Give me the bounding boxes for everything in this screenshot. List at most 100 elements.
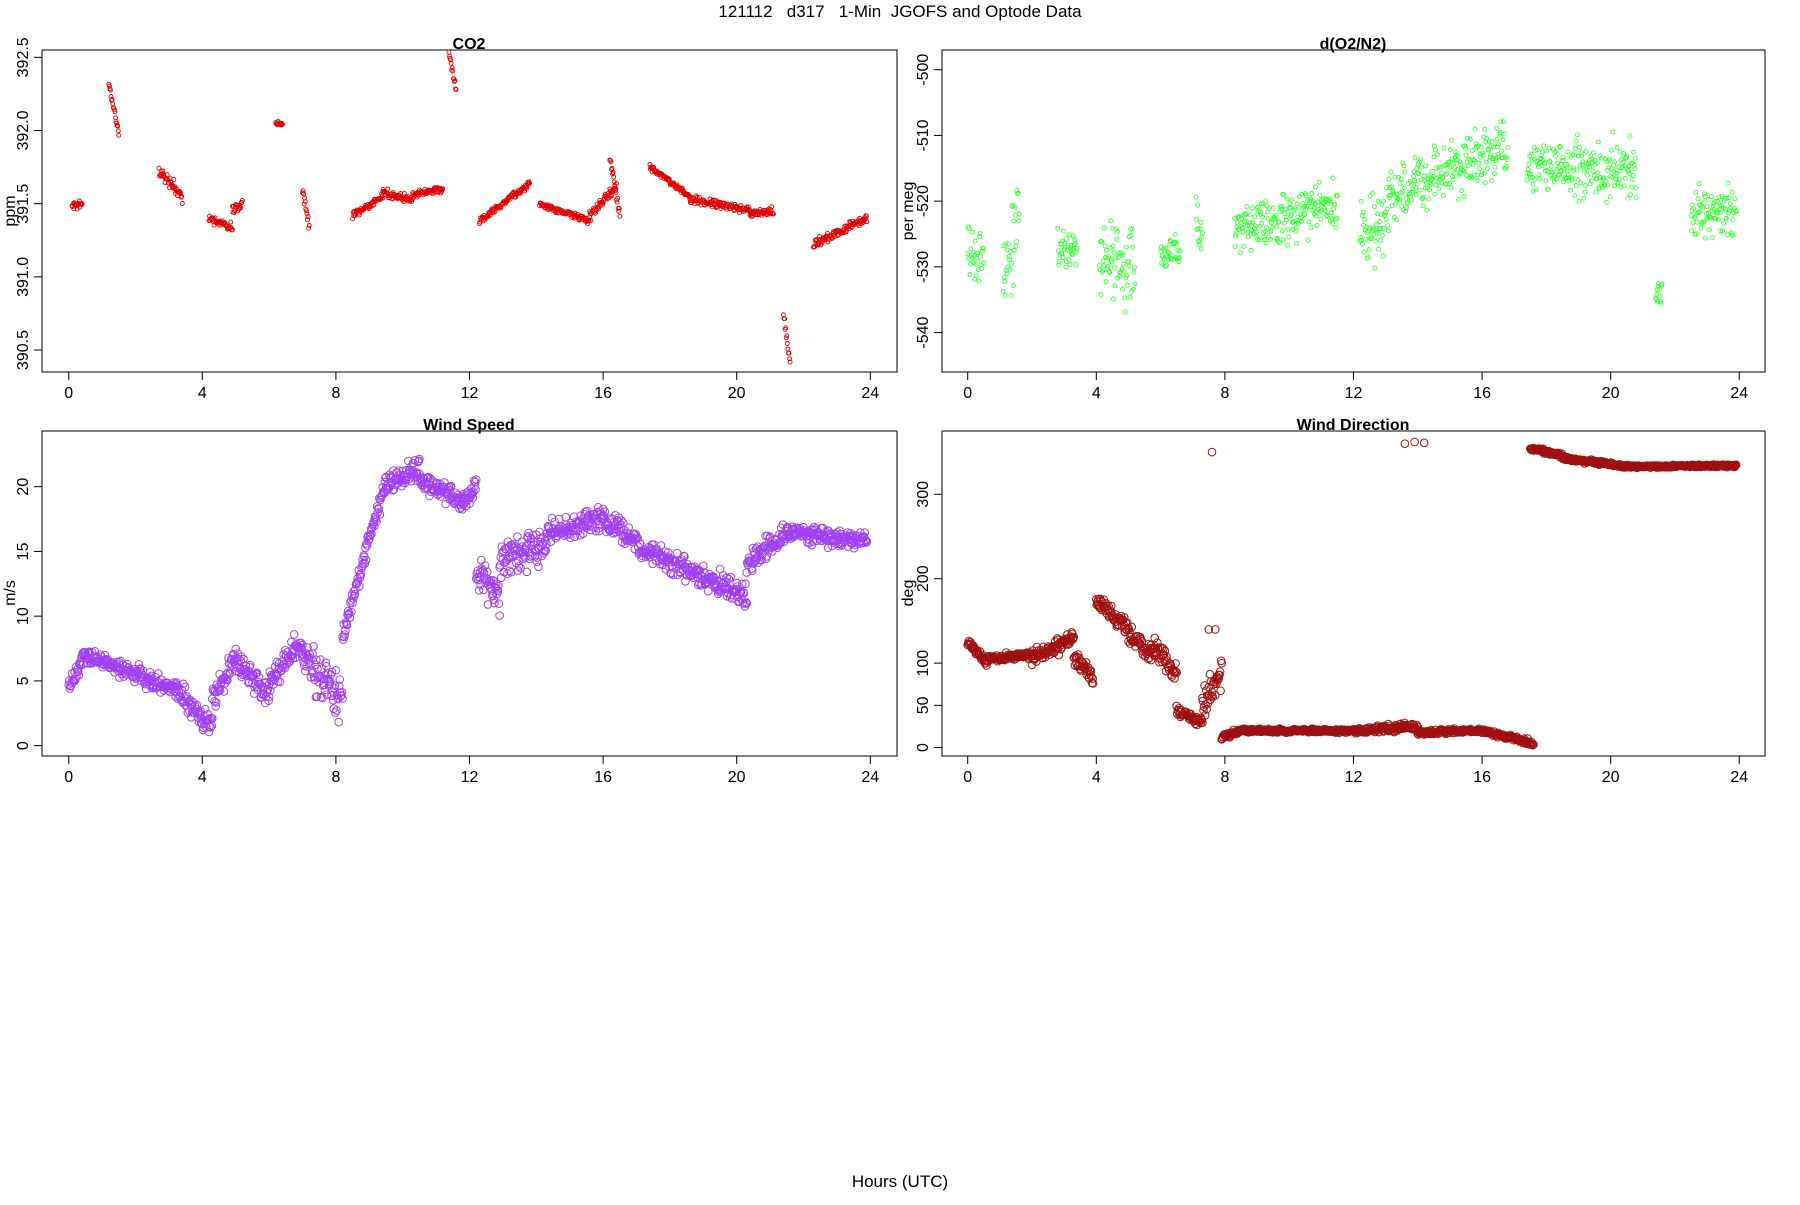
data-point bbox=[301, 201, 307, 207]
data-point bbox=[1378, 212, 1384, 218]
data-point bbox=[160, 168, 166, 174]
data-point bbox=[229, 227, 235, 233]
data-point bbox=[1572, 193, 1578, 199]
panel-o2n2-title: d(O2/N2) bbox=[1320, 36, 1387, 53]
data-point bbox=[1313, 213, 1319, 219]
data-point bbox=[1416, 171, 1422, 177]
data-point bbox=[1710, 203, 1716, 209]
data-point bbox=[1480, 152, 1486, 158]
data-point bbox=[1287, 205, 1293, 211]
data-point bbox=[468, 493, 478, 503]
data-point bbox=[1725, 180, 1731, 186]
data-point bbox=[608, 159, 614, 165]
data-point bbox=[1576, 153, 1581, 159]
data-point bbox=[1386, 195, 1392, 201]
data-point bbox=[1500, 137, 1506, 143]
data-point bbox=[1582, 189, 1588, 195]
data-point bbox=[1531, 188, 1536, 194]
data-point bbox=[1422, 185, 1428, 191]
data-point bbox=[1431, 154, 1437, 160]
x-tick-label: 12 bbox=[461, 769, 479, 786]
data-point bbox=[513, 194, 519, 200]
data-point bbox=[1236, 214, 1242, 220]
data-point bbox=[480, 561, 490, 570]
data-point bbox=[554, 514, 564, 524]
data-point bbox=[1324, 214, 1330, 220]
data-point bbox=[774, 540, 784, 549]
data-point bbox=[1435, 152, 1441, 158]
data-point bbox=[1166, 250, 1172, 256]
data-point bbox=[1401, 163, 1407, 169]
data-point bbox=[1501, 119, 1506, 125]
data-point bbox=[1305, 237, 1311, 243]
data-point bbox=[1461, 168, 1467, 174]
data-point bbox=[1400, 160, 1406, 166]
data-point bbox=[1720, 228, 1726, 234]
data-point bbox=[975, 250, 981, 256]
data-point bbox=[726, 572, 735, 582]
data-point bbox=[1436, 186, 1442, 192]
data-point bbox=[610, 169, 616, 175]
data-point bbox=[448, 57, 454, 63]
data-point bbox=[1498, 119, 1504, 125]
data-point bbox=[1572, 146, 1578, 151]
data-point bbox=[490, 598, 499, 608]
data-point bbox=[113, 115, 118, 121]
data-point bbox=[1633, 194, 1639, 200]
data-point bbox=[1703, 235, 1708, 241]
data-point bbox=[335, 675, 345, 684]
data-point bbox=[968, 246, 974, 252]
data-point bbox=[1295, 214, 1301, 220]
data-point bbox=[499, 546, 508, 556]
data-point bbox=[1629, 184, 1635, 190]
data-point bbox=[1196, 241, 1202, 247]
data-point bbox=[1269, 220, 1274, 226]
data-point bbox=[1011, 218, 1017, 224]
data-point bbox=[1072, 238, 1078, 243]
x-tick-label: 12 bbox=[1345, 769, 1363, 786]
data-point bbox=[1705, 197, 1711, 203]
data-point bbox=[739, 588, 749, 598]
data-point bbox=[370, 521, 379, 531]
data-point bbox=[1161, 245, 1167, 251]
data-point bbox=[1715, 217, 1721, 223]
data-point bbox=[804, 538, 814, 548]
data-point bbox=[1410, 186, 1416, 191]
data-point bbox=[1101, 225, 1107, 231]
panel-wind-speed-ylabel: m/s bbox=[2, 580, 19, 606]
data-point bbox=[1569, 175, 1575, 181]
x-tick-label: 4 bbox=[198, 385, 207, 402]
data-point bbox=[1474, 178, 1480, 184]
data-point bbox=[1158, 249, 1164, 255]
data-point bbox=[1417, 187, 1423, 193]
data-point bbox=[1442, 163, 1448, 169]
data-point bbox=[1409, 189, 1415, 195]
data-point bbox=[1121, 268, 1127, 274]
data-point bbox=[474, 586, 484, 595]
data-point bbox=[1370, 190, 1376, 196]
data-point bbox=[1624, 167, 1630, 173]
data-point bbox=[239, 198, 245, 203]
data-point bbox=[1127, 294, 1133, 300]
data-point bbox=[1439, 174, 1445, 180]
data-point bbox=[1255, 204, 1261, 210]
data-point bbox=[298, 640, 307, 650]
data-point bbox=[1211, 691, 1220, 700]
data-point bbox=[1302, 212, 1308, 217]
data-point bbox=[1200, 681, 1209, 690]
x-tick-label: 8 bbox=[331, 769, 340, 786]
data-point bbox=[338, 694, 347, 703]
data-point bbox=[624, 523, 634, 532]
data-point bbox=[970, 229, 975, 235]
data-point bbox=[1252, 214, 1258, 220]
data-point bbox=[1213, 676, 1223, 685]
data-point bbox=[1593, 189, 1599, 195]
panel-wind-speed-points bbox=[64, 454, 872, 737]
data-point bbox=[1122, 309, 1128, 315]
data-point bbox=[1438, 170, 1444, 176]
data-point bbox=[1329, 216, 1335, 222]
data-point bbox=[1391, 215, 1397, 220]
data-point bbox=[1108, 218, 1114, 224]
data-point bbox=[440, 186, 446, 192]
